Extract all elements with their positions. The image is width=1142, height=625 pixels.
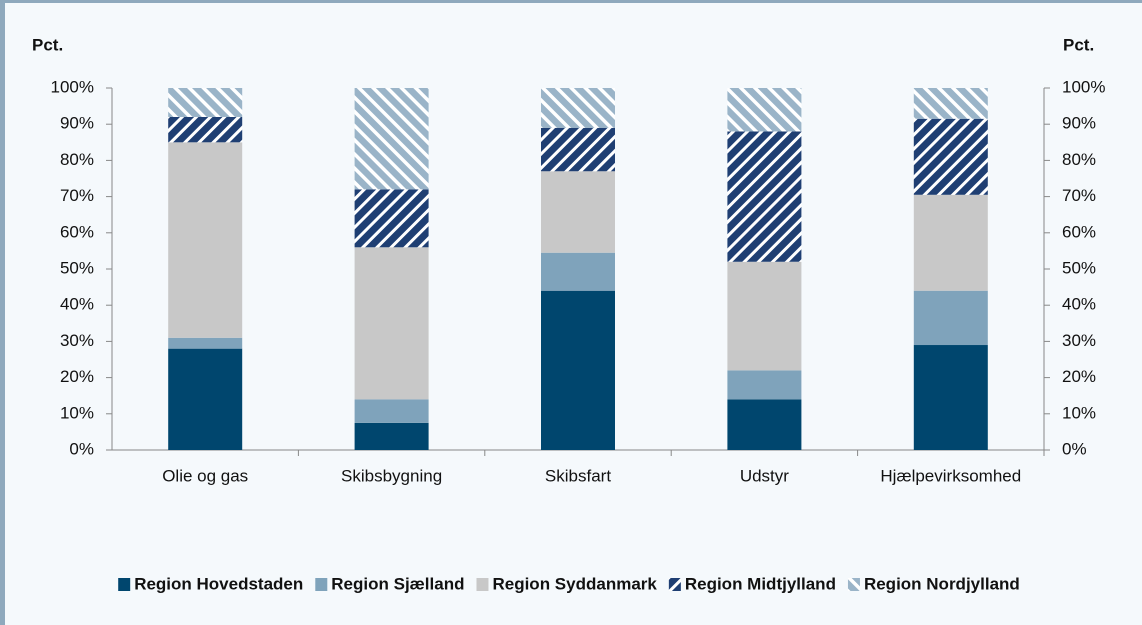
bar-segment	[354, 189, 429, 248]
legend-swatch	[668, 578, 681, 591]
legend-label: Region Midtjylland	[685, 574, 836, 593]
bar-segment	[913, 118, 988, 195]
y2-tick-label: 30%	[1062, 331, 1096, 350]
legend-label: Region Syddanmark	[492, 574, 657, 593]
legend-swatch	[118, 578, 131, 591]
y2-tick-label: 50%	[1062, 258, 1096, 277]
bar-segment	[541, 171, 615, 253]
y-tick-label: 50%	[60, 258, 94, 277]
y2-tick-label: 10%	[1062, 403, 1096, 422]
bar-segment	[913, 194, 988, 291]
bar-segment	[727, 261, 802, 371]
bar-segment	[913, 345, 988, 450]
y-tick-label: 70%	[60, 186, 94, 205]
bar-segment	[727, 131, 802, 262]
x-tick-label: Skibsfart	[545, 466, 611, 485]
y-tick-label: 20%	[60, 367, 94, 386]
bar-segment	[168, 337, 243, 349]
legend-label: Region Sjælland	[331, 574, 464, 593]
bar-segment	[541, 127, 615, 172]
bar-segment	[727, 370, 802, 400]
legend-swatch	[847, 578, 860, 591]
bar-segment	[541, 252, 615, 291]
x-tick-label: Udstyr	[740, 466, 789, 485]
y-tick-label: 0%	[69, 439, 94, 458]
legend-label: Region Nordjylland	[864, 574, 1020, 593]
bar-segment	[354, 422, 429, 450]
x-tick-label: Olie og gas	[162, 466, 248, 485]
bar-segment	[354, 88, 429, 190]
legend-swatch	[315, 578, 328, 591]
bar-segment	[541, 88, 615, 128]
bar-segment	[913, 88, 988, 119]
y-axis-label: Pct.	[32, 35, 63, 54]
bar-segment	[727, 88, 802, 132]
y2-axis-label: Pct.	[1063, 35, 1094, 54]
y2-tick-label: 60%	[1062, 222, 1096, 241]
y-tick-label: 10%	[60, 403, 94, 422]
x-tick-label: Skibsbygning	[341, 466, 442, 485]
top-border	[0, 0, 1142, 3]
bar-segment	[727, 399, 802, 450]
y2-tick-label: 40%	[1062, 295, 1096, 314]
y-tick-label: 80%	[60, 150, 94, 169]
y2-tick-label: 0%	[1062, 439, 1087, 458]
y2-tick-label: 100%	[1062, 77, 1105, 96]
bar-segment	[168, 116, 243, 143]
left-border	[0, 0, 5, 625]
y-tick-label: 30%	[60, 331, 94, 350]
bar-segment	[354, 247, 429, 400]
y2-tick-label: 20%	[1062, 367, 1096, 386]
y2-tick-label: 90%	[1062, 114, 1096, 133]
y-tick-label: 100%	[51, 77, 94, 96]
y-tick-label: 90%	[60, 114, 94, 133]
bar-segment	[541, 290, 615, 450]
y2-tick-label: 80%	[1062, 150, 1096, 169]
y2-tick-label: 70%	[1062, 186, 1096, 205]
bar-segment	[168, 142, 243, 338]
bar-segment	[913, 290, 988, 346]
bar-segment	[354, 399, 429, 423]
x-tick-label: Hjælpevirksomhed	[880, 466, 1021, 485]
bar-segment	[168, 88, 243, 117]
legend-label: Region Hovedstaden	[134, 574, 303, 593]
y-tick-label: 40%	[60, 295, 94, 314]
legend-swatch	[476, 578, 489, 591]
y-tick-label: 60%	[60, 222, 94, 241]
bar-segment	[168, 348, 243, 450]
